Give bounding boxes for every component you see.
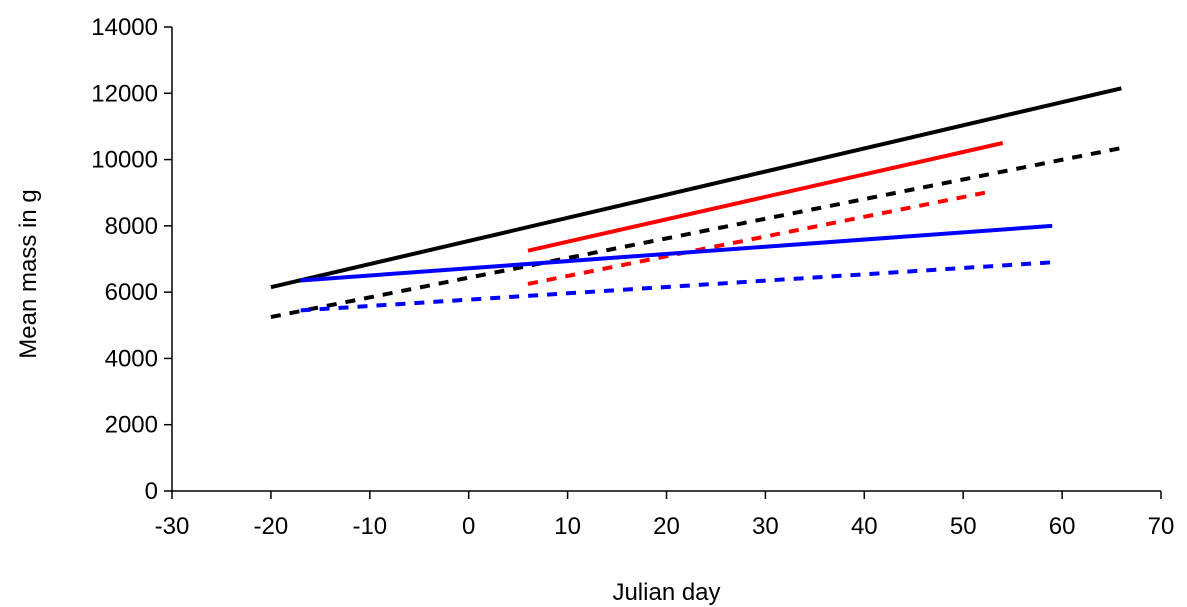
y-tick-label: 2000 [105,412,158,439]
y-tick-label: 12000 [91,80,158,107]
y-tick-label: 6000 [105,279,158,306]
x-tick-label: 0 [462,513,475,540]
x-tick-label: -20 [254,513,289,540]
x-tick-label: 70 [1148,513,1175,540]
series-line-2 [270,146,1122,319]
x-tick-label: 10 [554,513,581,540]
y-tick-label: 0 [145,478,158,505]
x-tick-label: 50 [950,513,977,540]
x-tick-label: 60 [1049,513,1076,540]
y-tick-label: 14000 [91,14,158,41]
y-tick-label: 8000 [105,213,158,240]
x-tick-label: 30 [752,513,779,540]
series-line-5 [300,223,1053,283]
series-line-3 [527,141,1004,253]
y-axis-ticks: 0 2000 4000 6000 8000 10000 12000 14000 [91,14,172,505]
series-lines [270,86,1122,319]
y-tick-label: 10000 [91,147,158,174]
x-tick-label: -10 [352,513,387,540]
axes [171,27,1161,492]
y-tick-label: 4000 [105,345,158,372]
series-line-4 [527,189,994,286]
x-axis-ticks: -30 -20 -10 0 10 20 30 40 50 60 70 [155,491,1175,540]
series-line-1 [270,86,1122,290]
y-axis-title: Mean mass in g [15,189,42,358]
x-tick-label: 40 [851,513,878,540]
x-tick-label: 20 [653,513,680,540]
x-axis-title: Julian day [612,579,720,606]
series-line-6 [300,260,1053,313]
x-tick-label: -30 [155,513,190,540]
